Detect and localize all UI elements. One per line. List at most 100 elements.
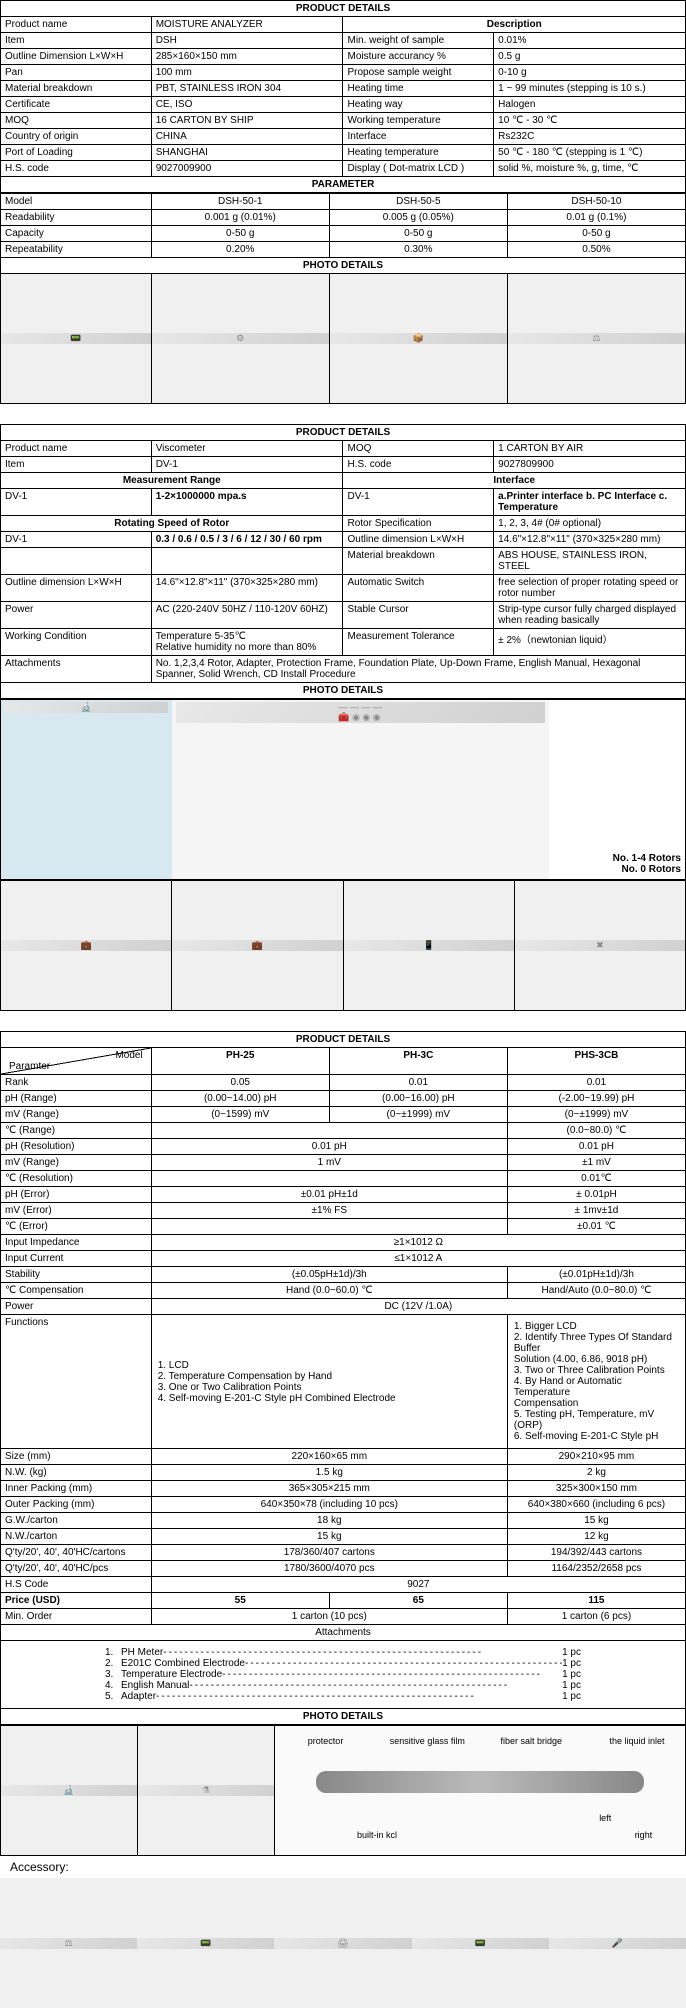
s3rows-c2-1: (-2.00~19.99) pH	[507, 1091, 685, 1107]
s2m-4-0: Working Condition	[1, 629, 152, 656]
paramr-2-0: Repeatability	[1, 242, 152, 258]
s3bottom-c0-5: 15 kg	[151, 1529, 507, 1545]
attach3-list: 1.PH Meter -----------------------------…	[1, 1641, 686, 1709]
photo1-3: 📦	[329, 274, 507, 404]
s3bottom-c2-1: 2 kg	[507, 1465, 685, 1481]
model-lbl: Model	[5, 1050, 147, 1061]
product3-table: PRODUCT DETAILS Model Paramter PH-25 PH-…	[0, 1031, 686, 1725]
s3bottom-c2-3: 640×380×660 (including 6 pcs)	[507, 1497, 685, 1513]
s3rows-c2-7: ± 0.01pH	[507, 1187, 685, 1203]
rot-title: Rotating Speed of Rotor	[1, 516, 343, 532]
photo2-c: 💼	[1, 881, 172, 1011]
func-label: Functions	[1, 1315, 152, 1449]
attach-item-0: 1.PH Meter -----------------------------…	[105, 1647, 581, 1658]
minorder-2: 1 carton (6 pcs)	[507, 1609, 685, 1625]
photo2-b: — — — —🧰 ◉ ◉ ◉	[172, 700, 549, 880]
lbl-protector: protector	[308, 1736, 344, 1746]
rot-spec: Rotor Specification	[343, 516, 494, 532]
paramh-1: DSH-50-1	[151, 194, 329, 210]
s3bottom-l-4: G.W./carton	[1, 1513, 152, 1529]
s3bottom-c0-3: 640×350×78 (including 10 pcs)	[151, 1497, 507, 1513]
p1-r3-c0: Pan	[1, 65, 152, 81]
p1-r6-c2: Working temperature	[343, 113, 494, 129]
s3rows-c0-12: (±0.05pH±1d)/3h	[151, 1267, 507, 1283]
s2m-0-0: DV-1	[1, 489, 152, 516]
s2t-1-3: 9027809900	[494, 457, 686, 473]
s3rows-l-8: mV (Error)	[1, 1203, 152, 1219]
p1-r4-c0: Material breakdown	[1, 81, 152, 97]
lbl-left: left	[599, 1813, 611, 1823]
s2t-0-0: Product name	[1, 441, 152, 457]
meas-title: Measurement Range	[1, 473, 343, 489]
s3bottom-c0-2: 365×305×215 mm	[151, 1481, 507, 1497]
s3rows-c-14: DC (12V /1.0A)	[151, 1299, 685, 1315]
minorder-label: Min. Order	[1, 1609, 152, 1625]
s3rows-l-10: Input Impedance	[1, 1235, 152, 1251]
s3rows-c2-4: 0.01 pH	[507, 1139, 685, 1155]
s3bottom-c0-7: 1780/3600/4070 pcs	[151, 1561, 507, 1577]
s3bottom-c2-5: 12 kg	[507, 1529, 685, 1545]
p1-r0-c1: MOISTURE ANALYZER	[151, 17, 343, 33]
s3bottom-c0-6: 178/360/407 cartons	[151, 1545, 507, 1561]
s3bottom-c-8: 9027	[151, 1577, 685, 1593]
p1-r1-c2: Min. weight of sample	[343, 33, 494, 49]
param-lbl: Paramter	[5, 1061, 147, 1072]
p1-r8-c2: Heating temperature	[343, 145, 494, 161]
s3rows-c2-13: Hand/Auto (0.0~80.0) ℃	[507, 1283, 685, 1299]
attach-item-1: 2.E201C Combined Electrode -------------…	[105, 1658, 581, 1669]
acc-3: 🖨	[274, 1878, 411, 2008]
paramr-2-2: 0.30%	[329, 242, 507, 258]
param-table: ModelDSH-50-1DSH-50-5DSH-50-10 Readabili…	[0, 193, 686, 404]
s2m-2-1: 14.6"×12.8"×11" (370×325×280 mm)	[151, 575, 343, 602]
product1-title: PRODUCT DETAILS	[1, 1, 686, 17]
s3rows-c0-5: 1 mV	[151, 1155, 507, 1171]
p1-r8-c0: Port of Loading	[1, 145, 152, 161]
s2m-0-1: 0.3 / 0.6 / 0.5 / 3 / 6 / 12 / 30 / 60 r…	[151, 532, 343, 548]
s3rows-c0-7: ±0.01 pH±1d	[151, 1187, 507, 1203]
p1-r3-c2: Propose sample weight	[343, 65, 494, 81]
param-title: PARAMETER	[1, 177, 686, 193]
acc-4: 📟	[412, 1878, 549, 2008]
photo2-e: 📱	[343, 881, 514, 1011]
s2m-3-2: Stable Cursor	[343, 602, 494, 629]
s3rows-c2-12: (±0.01pH±1d)/3h	[507, 1267, 685, 1283]
p1-r6-c1: 16 CARTON BY SHIP	[151, 113, 343, 129]
s2m-1-2: Material breakdown	[343, 548, 494, 575]
p1-r1-c3: 0.01%	[494, 33, 686, 49]
photo3-b: ⚗	[138, 1726, 275, 1856]
model-0: PH-25	[151, 1048, 329, 1075]
rotor-lbl-1: No. 1-4 Rotors	[613, 853, 681, 864]
s3rows-l-7: pH (Error)	[1, 1187, 152, 1203]
photo2-title: PHOTO DETAILS	[1, 683, 686, 699]
s3bottom-l-8: H.S Code	[1, 1577, 152, 1593]
paramr-1-0: Capacity	[1, 226, 152, 242]
photo2-table: 🔬 — — — —🧰 ◉ ◉ ◉ No. 1-4 Rotors No. 0 Ro…	[0, 699, 686, 880]
s3bottom-l-7: Q'ty/20', 40', 40'HC/pcs	[1, 1561, 152, 1577]
s3rows-l-1: pH (Range)	[1, 1091, 152, 1107]
s2m-1-3: ABS HOUSE, STAINLESS IRON, STEEL	[494, 548, 686, 575]
param-model-cell: Model Paramter	[1, 1048, 152, 1075]
s3bottom-l-0: Size (mm)	[1, 1449, 152, 1465]
attach-item-2: 3.Temperature Electrode ----------------…	[105, 1669, 581, 1680]
photo1-1: 📟	[1, 274, 152, 404]
s2t-0-1: Viscometer	[151, 441, 343, 457]
lbl-inlet: the liquid inlet	[609, 1736, 664, 1746]
s3rows-l-11: Input Current	[1, 1251, 152, 1267]
price-1: 65	[329, 1593, 507, 1609]
s3rows-l-4: pH (Resolution)	[1, 1139, 152, 1155]
s2m-1-1	[151, 548, 343, 575]
rotor-lbl-2: No. 0 Rotors	[622, 864, 681, 875]
minorder-0: 1 carton (10 pcs)	[151, 1609, 507, 1625]
s3rows-c1-1: (0.00~16.00) pH	[329, 1091, 507, 1107]
p1-r2-c1: 285×160×150 mm	[151, 49, 343, 65]
lbl-kcl: built-in kcl	[357, 1830, 397, 1840]
s3rows-c-10: ≥1×1012 Ω	[151, 1235, 685, 1251]
lbl-salt: fiber salt bridge	[501, 1736, 563, 1746]
photo1-2: ⚙	[151, 274, 329, 404]
s2m-4-3: ± 2%（newtonian liquid）	[494, 629, 686, 656]
p1-r8-c3: 50 ℃ - 180 ℃ (stepping is 1 ℃)	[494, 145, 686, 161]
s3bottom-l-5: N.W./carton	[1, 1529, 152, 1545]
s2m-3-0: Power	[1, 602, 152, 629]
p1-r5-c0: Certificate	[1, 97, 152, 113]
photo3-row: 🔬 ⚗ protector sensitive glass film fiber…	[0, 1725, 686, 1856]
